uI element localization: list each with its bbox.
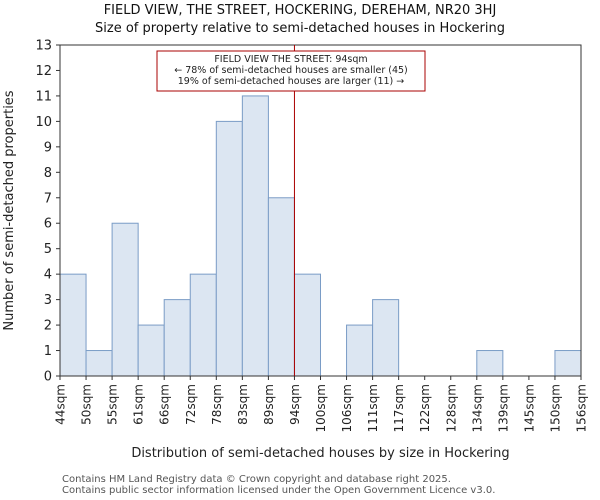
annotation-line-3: 19% of semi-detached houses are larger (… — [178, 76, 405, 87]
bar-50sqm — [85, 350, 113, 377]
x-tick-label-117sqm: 117sqm — [392, 384, 406, 432]
y-tick-label-1: 1 — [44, 344, 52, 359]
bar-89sqm — [267, 197, 295, 377]
bar-78sqm — [215, 120, 243, 377]
x-tick-label-78sqm: 78sqm — [210, 384, 224, 425]
bar-83sqm — [241, 95, 269, 377]
y-tick-label-5: 5 — [44, 242, 52, 257]
bar-134sqm — [476, 350, 504, 377]
annotation-line-1: FIELD VIEW THE STREET: 94sqm — [214, 54, 367, 65]
bar-61sqm — [137, 324, 165, 377]
y-axis-label: Number of semi-detached properties — [2, 90, 17, 330]
x-tick-label-89sqm: 89sqm — [262, 384, 276, 425]
x-tick-label-55sqm: 55sqm — [106, 384, 120, 425]
x-tick-label-83sqm: 83sqm — [236, 384, 250, 425]
y-tick-label-6: 6 — [44, 217, 52, 232]
x-tick-label-66sqm: 66sqm — [158, 384, 172, 425]
y-tick-label-9: 9 — [44, 140, 52, 155]
bar-106sqm — [346, 324, 374, 377]
chart-title: FIELD VIEW, THE STREET, HOCKERING, DEREH… — [103, 3, 497, 18]
x-tick-label-145sqm: 145sqm — [522, 384, 536, 432]
annotation-box — [156, 50, 426, 92]
y-tick-label-2: 2 — [44, 319, 52, 334]
bar-111sqm — [372, 299, 400, 377]
x-tick-label-150sqm: 150sqm — [548, 384, 562, 432]
x-tick-label-139sqm: 139sqm — [496, 384, 510, 432]
bar-72sqm — [189, 273, 217, 377]
y-tick-label-10: 10 — [35, 115, 52, 130]
x-tick-label-111sqm: 111sqm — [366, 384, 380, 432]
y-tick-label-0: 0 — [44, 370, 52, 385]
x-tick-label-156sqm: 156sqm — [575, 384, 589, 432]
y-tick-label-3: 3 — [44, 293, 52, 308]
bar-44sqm — [59, 273, 87, 377]
x-axis-label: Distribution of semi-detached houses by … — [131, 446, 509, 461]
y-tick-label-7: 7 — [44, 191, 52, 206]
x-tick-label-106sqm: 106sqm — [340, 384, 354, 432]
annotation-line-2: ← 78% of semi-detached houses are smalle… — [174, 65, 408, 76]
y-tick-label-11: 11 — [35, 89, 52, 104]
bar-94sqm — [293, 273, 322, 377]
bar-66sqm — [163, 299, 191, 377]
x-tick-label-50sqm: 50sqm — [80, 384, 94, 425]
x-tick-label-72sqm: 72sqm — [184, 384, 198, 425]
bars-group — [59, 95, 582, 377]
x-tick-label-134sqm: 134sqm — [470, 384, 484, 432]
x-tick-label-94sqm: 94sqm — [288, 384, 302, 425]
footer-line-2: Contains public sector information licen… — [62, 485, 496, 496]
y-tick-label-4: 4 — [44, 268, 52, 283]
chart-subtitle: Size of property relative to semi-detach… — [95, 21, 505, 36]
y-tick-label-13: 13 — [35, 39, 52, 54]
marker-group: FIELD VIEW THE STREET: 94sqm← 78% of sem… — [156, 45, 426, 376]
x-tick-label-100sqm: 100sqm — [314, 384, 328, 432]
bar-55sqm — [111, 222, 139, 377]
x-tick-label-122sqm: 122sqm — [418, 384, 432, 432]
x-tick-label-128sqm: 128sqm — [444, 384, 458, 432]
y-tick-label-8: 8 — [44, 166, 52, 181]
y-tick-label-12: 12 — [35, 64, 52, 79]
x-tick-label-44sqm: 44sqm — [54, 384, 68, 425]
footer-line-1: Contains HM Land Registry data © Crown c… — [62, 474, 451, 485]
x-tick-label-61sqm: 61sqm — [132, 384, 146, 425]
bar-150sqm — [554, 350, 582, 377]
